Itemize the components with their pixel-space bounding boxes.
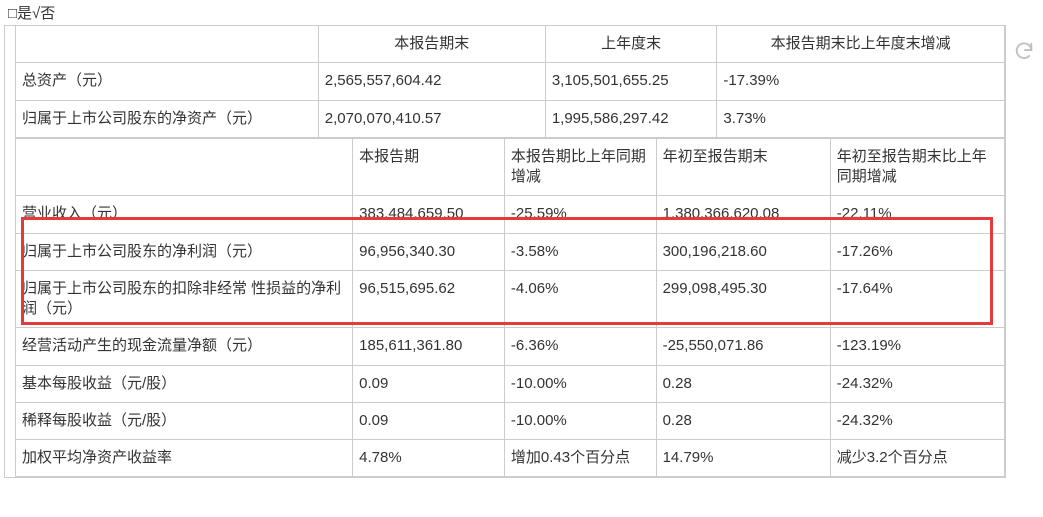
- row-label: 归属于上市公司股东的扣除非经常 性损益的净利润（元）: [16, 270, 353, 328]
- cell-value: 4.78%: [353, 440, 505, 477]
- page-option-label: □是√否: [0, 0, 1043, 25]
- cell-value: 185,611,361.80: [353, 328, 505, 365]
- cell-value: -3.58%: [504, 233, 656, 270]
- cell-value: 3,105,501,655.25: [545, 63, 717, 100]
- header-row-2: 本报告期 本报告期比上年同期增减 年初至报告期末 年初至报告期末比上年同期增减: [16, 138, 1005, 196]
- row-label: 加权平均净资产收益率: [16, 440, 353, 477]
- cell-value: -17.39%: [717, 63, 1005, 100]
- table-row: 归属于上市公司股东的净利润（元） 96,956,340.30 -3.58% 30…: [16, 233, 1005, 270]
- cell-value: 300,196,218.60: [656, 233, 830, 270]
- financial-table-container: 本报告期末 上年度末 本报告期末比上年度末增减 总资产（元） 2,565,557…: [4, 25, 1006, 478]
- cell-value: -24.32%: [830, 365, 1004, 402]
- header2-blank: [16, 138, 353, 196]
- cell-value: 1,380,366,620.08: [656, 196, 830, 233]
- cell-value: -25.59%: [504, 196, 656, 233]
- cell-value: 减少3.2个百分点: [830, 440, 1004, 477]
- cell-value: -123.19%: [830, 328, 1004, 365]
- row-label: 归属于上市公司股东的净利润（元）: [16, 233, 353, 270]
- table-row: 总资产（元） 2,565,557,604.42 3,105,501,655.25…: [16, 63, 1005, 100]
- table-row: 经营活动产生的现金流量净额（元） 185,611,361.80 -6.36% -…: [16, 328, 1005, 365]
- cell-value: 0.28: [656, 365, 830, 402]
- header2-b: 本报告期比上年同期增减: [504, 138, 656, 196]
- refresh-icon[interactable]: [1013, 40, 1035, 62]
- cell-value: 2,070,070,410.57: [318, 100, 545, 137]
- table-row: 营业收入（元） 383,484,659.50 -25.59% 1,380,366…: [16, 196, 1005, 233]
- header2-a: 本报告期: [353, 138, 505, 196]
- table-row: 稀释每股收益（元/股） 0.09 -10.00% 0.28 -24.32%: [16, 402, 1005, 439]
- cell-value: -24.32%: [830, 402, 1004, 439]
- header2-d: 年初至报告期末比上年同期增减: [830, 138, 1004, 196]
- cell-value: 96,515,695.62: [353, 270, 505, 328]
- table-row: 基本每股收益（元/股） 0.09 -10.00% 0.28 -24.32%: [16, 365, 1005, 402]
- summary-table-top: 本报告期末 上年度末 本报告期末比上年度末增减 总资产（元） 2,565,557…: [15, 26, 1005, 138]
- cell-value: -10.00%: [504, 365, 656, 402]
- cell-value: 14.79%: [656, 440, 830, 477]
- row-label: 总资产（元）: [16, 63, 319, 100]
- header1-blank: [16, 26, 319, 63]
- cell-value: 0.28: [656, 402, 830, 439]
- table-row: 归属于上市公司股东的扣除非经常 性损益的净利润（元） 96,515,695.62…: [16, 270, 1005, 328]
- header1-col3: 上年度末: [545, 26, 717, 63]
- row-label: 营业收入（元）: [16, 196, 353, 233]
- cell-value: -17.64%: [830, 270, 1004, 328]
- cell-value: 383,484,659.50: [353, 196, 505, 233]
- row-label: 基本每股收益（元/股）: [16, 365, 353, 402]
- cell-value: 2,565,557,604.42: [318, 63, 545, 100]
- row-label: 归属于上市公司股东的净资产（元）: [16, 100, 319, 137]
- cell-value: 3.73%: [717, 100, 1005, 137]
- cell-value: -4.06%: [504, 270, 656, 328]
- header-row-1: 本报告期末 上年度末 本报告期末比上年度末增减: [16, 26, 1005, 63]
- cell-value: 增加0.43个百分点: [504, 440, 656, 477]
- summary-table-bottom: 本报告期 本报告期比上年同期增减 年初至报告期末 年初至报告期末比上年同期增减 …: [15, 138, 1005, 478]
- header2-c: 年初至报告期末: [656, 138, 830, 196]
- row-label: 经营活动产生的现金流量净额（元）: [16, 328, 353, 365]
- cell-value: 299,098,495.30: [656, 270, 830, 328]
- cell-value: -17.26%: [830, 233, 1004, 270]
- cell-value: -22.11%: [830, 196, 1004, 233]
- cell-value: 0.09: [353, 402, 505, 439]
- cell-value: 1,995,586,297.42: [545, 100, 717, 137]
- cell-value: -6.36%: [504, 328, 656, 365]
- cell-value: 96,956,340.30: [353, 233, 505, 270]
- table-row: 加权平均净资产收益率 4.78% 增加0.43个百分点 14.79% 减少3.2…: [16, 440, 1005, 477]
- cell-value: -10.00%: [504, 402, 656, 439]
- cell-value: -25,550,071.86: [656, 328, 830, 365]
- table-row: 归属于上市公司股东的净资产（元） 2,070,070,410.57 1,995,…: [16, 100, 1005, 137]
- header1-col2: 本报告期末: [318, 26, 545, 63]
- cell-value: 0.09: [353, 365, 505, 402]
- row-label: 稀释每股收益（元/股）: [16, 402, 353, 439]
- header1-col4: 本报告期末比上年度末增减: [717, 26, 1005, 63]
